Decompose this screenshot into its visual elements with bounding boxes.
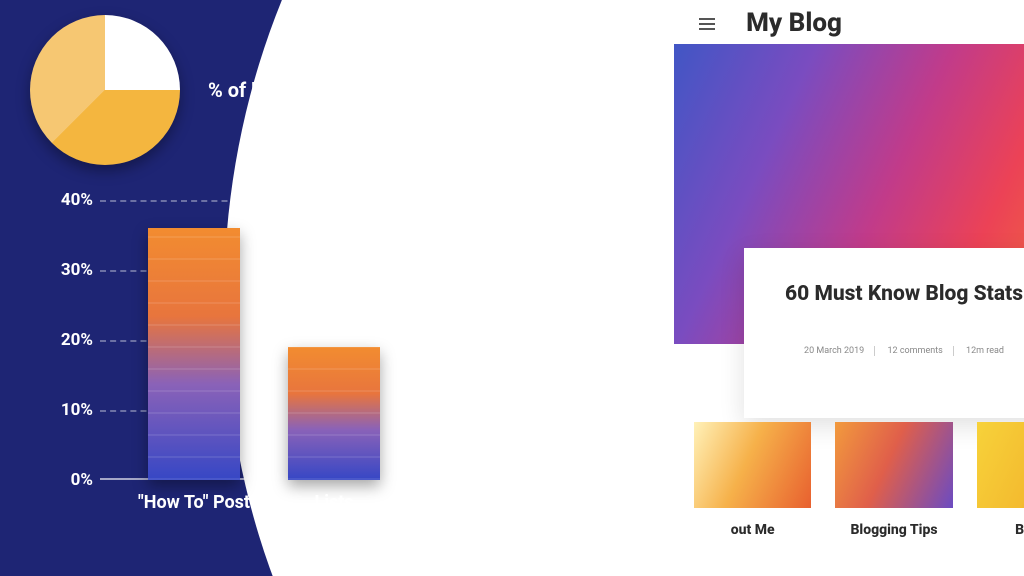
thumb[interactable]: Blogging Tips [835,422,952,538]
article-title: 60 Must Know Blog Stats [744,282,1024,306]
thumb-caption: out Me [694,522,811,538]
thumb-image [977,422,1024,508]
thumb-caption: Blogging Tips [835,522,952,538]
thumb-caption: Bloggi [977,522,1024,538]
y-tick: 10% [45,400,93,420]
pie-chart [30,15,180,165]
y-tick: 40% [45,190,93,210]
pie-label: % of blogs in the web [208,78,398,102]
bar [148,228,240,480]
blog-mockup: My Blog 60 Must Know Blog Stats 20 March… [564,0,1024,576]
thumb[interactable]: Bloggi [977,422,1024,538]
y-tick: 30% [45,260,93,280]
y-tick: 20% [45,330,93,350]
article-read: 12m read [956,346,1014,356]
article-meta: 20 March 2019 12 comments 12m read [744,346,1024,356]
thumb-image [694,422,811,508]
x-label: "How To" Post [124,492,264,513]
article-card[interactable]: 60 Must Know Blog Stats 20 March 2019 12… [744,248,1024,418]
y-tick: 0% [45,470,93,490]
bar-chart: 0%10%20%30%40% "How To" PostLists [45,200,445,540]
x-label: Lists [264,492,404,513]
thumb-image [835,422,952,508]
thumb[interactable]: out Me [694,422,811,538]
article-date: 20 March 2019 [794,346,875,356]
bar [288,347,380,480]
chart-region: % of blogs in the web 0%10%20%30%40% "Ho… [30,15,490,165]
blog-site-title: My Blog [564,8,1024,38]
article-comments: 12 comments [877,346,953,356]
bars-container [100,200,430,480]
thumb-row: out Me Blogging Tips Bloggi [694,422,1024,538]
